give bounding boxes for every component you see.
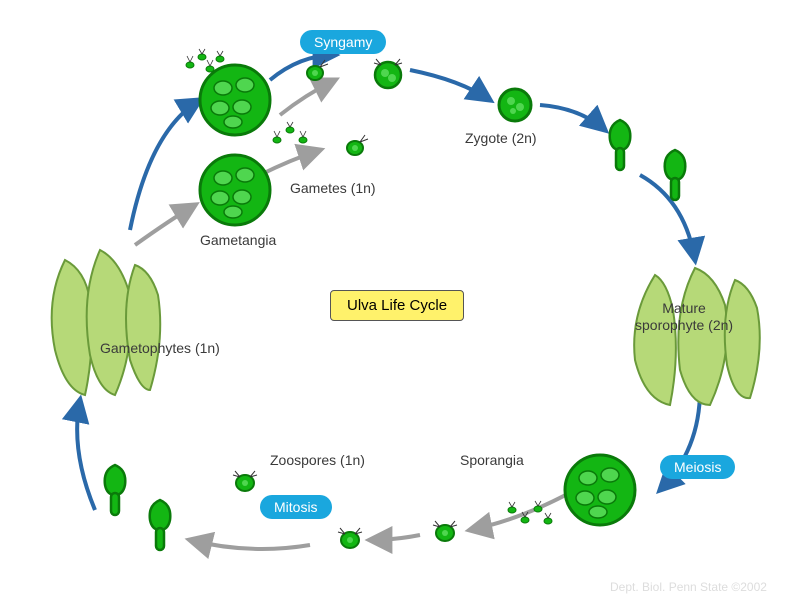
gamete-single-1 [300, 55, 330, 85]
gamete-single-2 [340, 130, 370, 160]
gametophyte-thallus [40, 240, 180, 400]
sporophyte-thallus [625, 260, 775, 410]
diagram-canvas: { "title": {"text":"Ulva Life Cycle","bg… [0, 0, 800, 600]
label-gametangia: Gametangia [200, 232, 276, 249]
title-box: Ulva Life Cycle [330, 290, 464, 321]
gametangia-cell-lower [195, 150, 275, 230]
zygote-cell [495, 85, 535, 125]
sporangia-cell [560, 450, 640, 530]
zoospore-1 [430, 515, 460, 545]
label-gametophytes: Gametophytes (1n) [100, 340, 220, 357]
young-gametophyte-2 [95, 460, 135, 520]
pill-syngamy: Syngamy [300, 30, 386, 54]
syngamy-cell [370, 55, 406, 91]
gametes-cluster-1 [180, 45, 230, 80]
pill-mitosis: Mitosis [260, 495, 332, 519]
gametes-cluster-2 [265, 115, 320, 155]
label-sporangia: Sporangia [460, 452, 524, 469]
label-zoospores: Zoospores (1n) [270, 452, 365, 469]
label-zygote: Zygote (2n) [465, 130, 537, 147]
label-gametes: Gametes (1n) [290, 180, 376, 197]
zoospore-2 [335, 522, 365, 552]
young-sporophyte-1 [600, 115, 640, 175]
young-sporophyte-2 [655, 145, 695, 205]
young-gametophyte-1 [140, 495, 180, 555]
label-mature-sporophyte: Mature sporophyte (2n) [635, 300, 733, 334]
zoospore-3 [230, 465, 260, 495]
pill-meiosis: Meiosis [660, 455, 735, 479]
zoospore-cluster [500, 495, 560, 535]
credit-text: Dept. Biol. Penn State ©2002 [610, 580, 767, 594]
